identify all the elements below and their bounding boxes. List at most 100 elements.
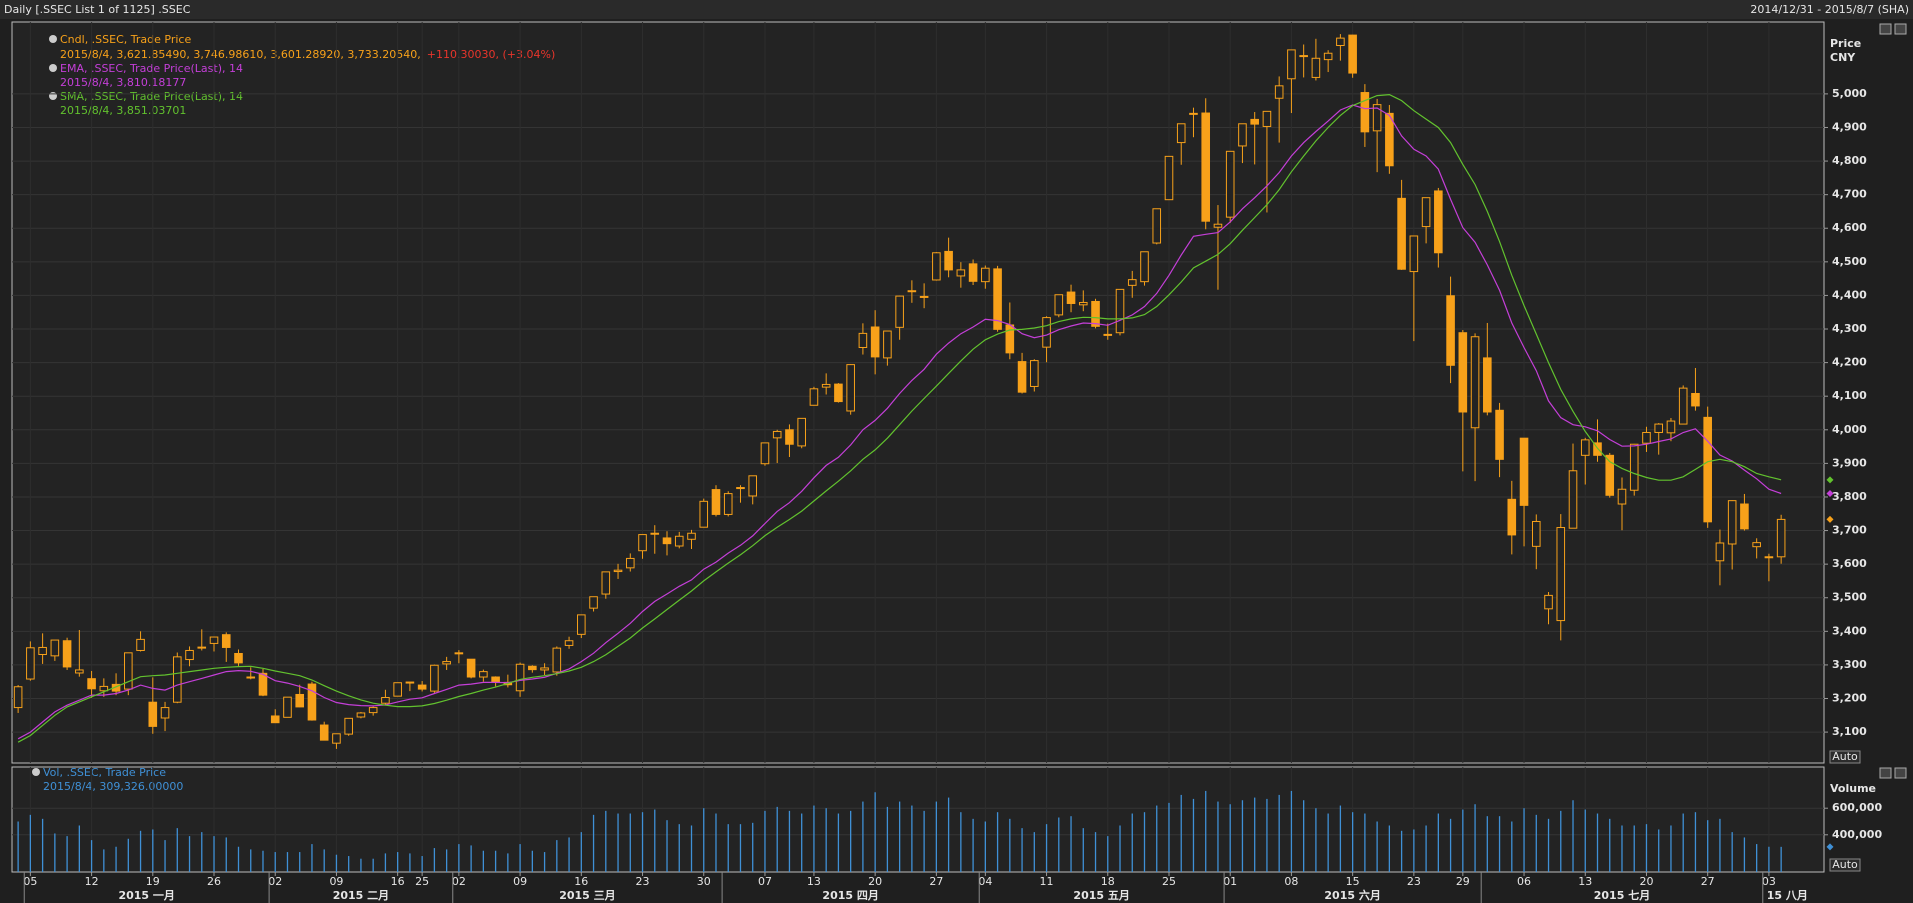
month-label: 2015 一月 xyxy=(118,889,174,902)
candle-body xyxy=(638,534,647,552)
candle-body xyxy=(1617,488,1627,505)
last-value-marker xyxy=(1826,490,1834,498)
indicator-line xyxy=(17,93,1782,743)
auto-button[interactable] xyxy=(1829,858,1861,872)
candle-body xyxy=(1580,439,1590,456)
candle-body xyxy=(283,696,292,718)
candle-body xyxy=(932,252,941,281)
x-tick-label: 25 xyxy=(1162,875,1176,888)
candle-body xyxy=(160,707,170,719)
legend-name: Cndl, .SSEC, Trade Price xyxy=(60,33,191,46)
y-tick-label: 4,200 xyxy=(1832,356,1867,369)
candle-body xyxy=(1030,360,1039,387)
maximize-button[interactable] xyxy=(1879,767,1892,779)
x-tick-label: 16 xyxy=(574,875,588,888)
candle-body xyxy=(1470,336,1480,429)
y-tick-label: 3,600 xyxy=(1832,557,1867,570)
candle-body xyxy=(1458,332,1468,413)
candle-body xyxy=(1164,155,1174,201)
x-tick-label: 09 xyxy=(513,875,527,888)
auto-button[interactable] xyxy=(1829,750,1861,764)
x-tick-label: 04 xyxy=(978,875,992,888)
candle-body xyxy=(589,596,598,609)
x-tick-label: 30 xyxy=(697,875,711,888)
month-label: 2015 七月 xyxy=(1594,888,1650,902)
candle-body xyxy=(1262,110,1272,127)
candle-body xyxy=(405,681,415,684)
candle-body xyxy=(1372,104,1382,132)
month-label: 2015 四月 xyxy=(822,889,878,902)
candle-body xyxy=(1115,288,1125,334)
legend-icon[interactable] xyxy=(49,64,57,72)
candle-body xyxy=(1201,112,1211,222)
candle-body xyxy=(699,500,709,528)
y-axis-unit: CNY xyxy=(1830,51,1856,64)
y-tick-label: 4,500 xyxy=(1832,255,1867,268)
indicator-line xyxy=(17,104,1782,740)
candle-body xyxy=(1703,416,1712,523)
candle-body xyxy=(1274,85,1284,99)
chart-title: Daily [.SSEC List 1 of 1125] .SSEC xyxy=(4,3,191,16)
candle-body xyxy=(75,669,84,674)
candle-body xyxy=(1176,123,1186,144)
candle-body xyxy=(711,489,721,515)
candle-body xyxy=(528,665,537,671)
close-button[interactable] xyxy=(1894,767,1907,779)
x-tick-label: 06 xyxy=(1517,875,1531,888)
maximize-button[interactable] xyxy=(1879,23,1892,35)
candle-body xyxy=(1568,470,1578,529)
candle-body xyxy=(99,685,109,692)
legend-value: 2015/8/4, 3,851.03701 xyxy=(60,104,186,117)
legend-icon[interactable] xyxy=(49,92,57,100)
candle-body xyxy=(650,532,660,535)
x-tick-label: 05 xyxy=(23,875,37,888)
x-tick-label: 01 xyxy=(1223,875,1237,888)
close-button[interactable] xyxy=(1894,23,1907,35)
legend-icon[interactable] xyxy=(32,768,40,776)
legend-icon[interactable] xyxy=(49,35,57,43)
candle-body xyxy=(1776,518,1786,558)
x-tick-label: 23 xyxy=(1407,875,1421,888)
month-label: 2015 二月 xyxy=(333,889,389,902)
candle-body xyxy=(38,646,47,656)
date-range: 2014/12/31 - 2015/8/7 (SHA) xyxy=(1750,3,1909,16)
candle-body xyxy=(1225,150,1235,218)
legend-value: 2015/8/4, 3,621.85490, 3,746.98610, 3,60… xyxy=(60,48,421,61)
candle-body xyxy=(1727,500,1737,545)
candle-body xyxy=(1421,197,1431,228)
y-tick-label: 3,700 xyxy=(1832,524,1867,537)
candle-body xyxy=(515,663,525,692)
candle-body xyxy=(1311,57,1321,78)
y-tick-label: 3,200 xyxy=(1832,692,1867,705)
candle-body xyxy=(760,442,770,465)
candle-body xyxy=(809,388,819,406)
candle-body xyxy=(895,295,904,328)
candle-body xyxy=(442,661,451,665)
candle-body xyxy=(1005,324,1015,354)
candle-body xyxy=(454,652,464,655)
y-tick-label: 4,800 xyxy=(1832,154,1867,167)
candle-body xyxy=(674,535,684,547)
candle-body xyxy=(919,295,929,298)
candle-body xyxy=(1764,556,1774,559)
auto-label[interactable]: Auto xyxy=(1832,750,1858,763)
candle-body xyxy=(858,332,868,348)
candle-body xyxy=(1605,454,1615,496)
candle-body xyxy=(1189,112,1198,115)
candle-body xyxy=(1495,409,1504,460)
candle-body xyxy=(956,269,966,277)
y-tick-label: 600,000 xyxy=(1832,801,1882,814)
auto-label[interactable]: Auto xyxy=(1832,858,1858,871)
candle-body xyxy=(1642,431,1651,444)
y-tick-label: 3,900 xyxy=(1832,456,1867,469)
candle-body xyxy=(1213,223,1223,228)
panel-buttons[interactable] xyxy=(1879,23,1907,779)
y-tick-label: 3,800 xyxy=(1832,490,1867,503)
candle-body xyxy=(13,686,23,709)
last-value-marker xyxy=(1826,476,1834,484)
candle-body xyxy=(1629,443,1639,491)
x-tick-label: 07 xyxy=(758,875,772,888)
candle-body xyxy=(466,658,476,678)
candle-body xyxy=(968,263,978,282)
